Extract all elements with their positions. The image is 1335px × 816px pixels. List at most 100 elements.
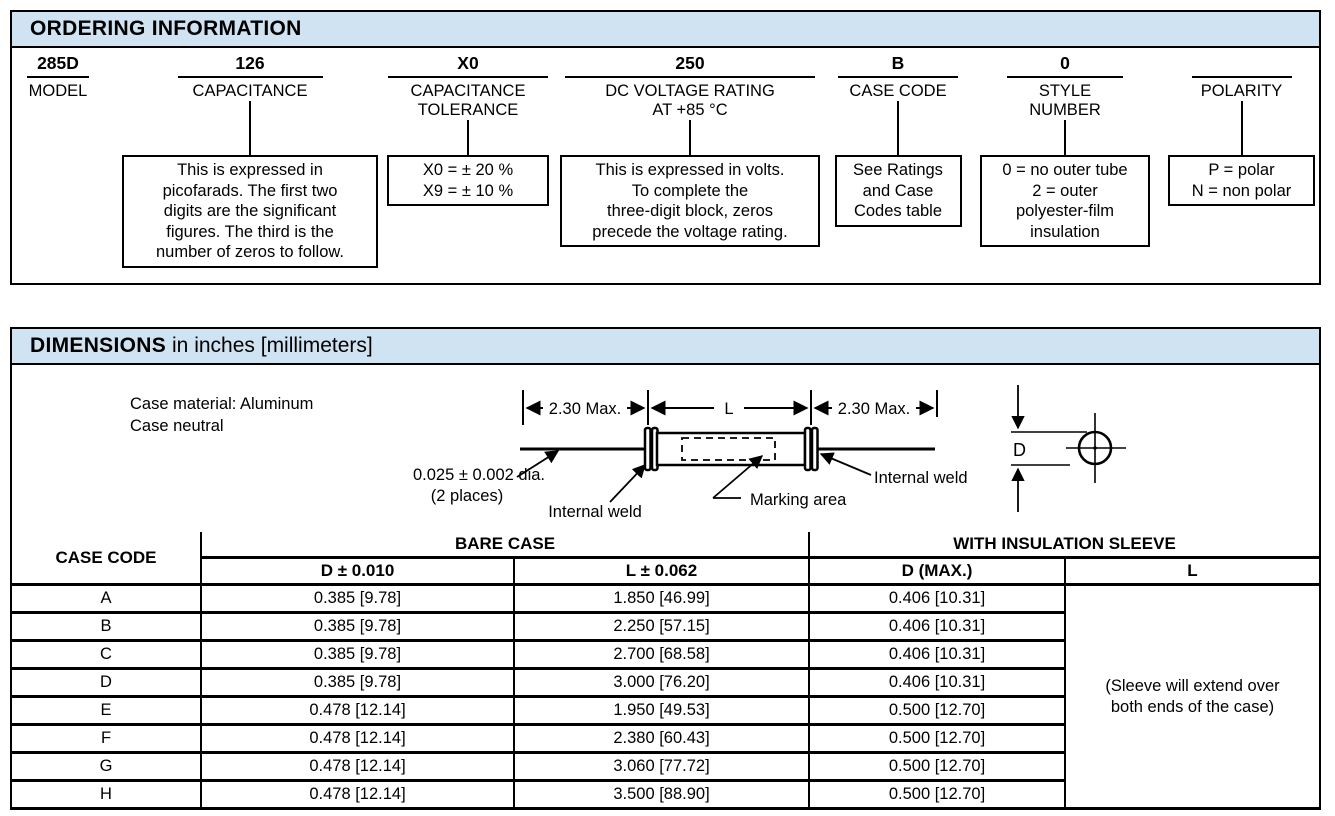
- underline: [388, 76, 548, 78]
- lead-diameter-label2: (2 places): [431, 487, 503, 505]
- cell-d-max: 0.406 [10.31]: [808, 583, 1066, 614]
- header-with-insulation-sleeve: WITH INSULATION SLEEVE: [808, 532, 1319, 559]
- tolerance-label: CAPACITANCE TOLERANCE: [410, 82, 526, 119]
- cell-d: 0.385 [9.78]: [200, 611, 515, 642]
- cell-l: 3.500 [88.90]: [513, 779, 810, 810]
- cell-d: 0.478 [12.14]: [200, 751, 515, 782]
- connector-line: [689, 120, 691, 155]
- cell-l: 1.850 [46.99]: [513, 583, 810, 614]
- sleeve-note: (Sleeve will extend over both ends of th…: [1064, 583, 1319, 810]
- capacitor-drawing: Case material: Aluminum Case neutral 2.3…: [130, 385, 1126, 521]
- cell-l: 3.060 [77.72]: [513, 751, 810, 782]
- voltage-note: This is expressed in volts. To complete …: [560, 155, 820, 247]
- model-label: MODEL: [28, 82, 88, 100]
- cell-l: 3.000 [76.20]: [513, 667, 810, 698]
- header-d-tol: D ± 0.010: [200, 556, 515, 586]
- connector-line: [1240, 101, 1243, 155]
- ordering-col-model: 285D MODEL: [12, 53, 104, 101]
- case-neutral-note: Case neutral: [130, 417, 224, 435]
- cell-case-code: A: [12, 583, 202, 614]
- case-dimensions-table: CASE CODE BARE CASE WITH INSULATION SLEE…: [12, 532, 1319, 810]
- ordering-col-tolerance: X0 CAPACITANCE TOLERANCE X0 = ± 20 % X9 …: [383, 53, 553, 206]
- dim-label-l: L: [724, 400, 733, 418]
- underline: [177, 76, 323, 78]
- ordering-col-polarity: POLARITY P = polar N = non polar: [1166, 53, 1317, 206]
- voltage-label: DC VOLTAGE RATING AT +85 °C: [605, 82, 775, 119]
- ordering-information-section: ORDERING INFORMATION 285D MODEL 126 CAPA…: [10, 10, 1321, 285]
- cell-d: 0.385 [9.78]: [200, 583, 515, 614]
- underline: [1191, 76, 1292, 78]
- cell-l: 2.380 [60.43]: [513, 723, 810, 754]
- ordering-col-capacitance: 126 CAPACITANCE This is expressed in pic…: [120, 53, 380, 268]
- dimension-ticks: [522, 390, 938, 425]
- table-row: F 0.478 [12.14] 2.380 [60.43] 0.500 [12.…: [12, 723, 1319, 754]
- polarity-label: POLARITY: [1200, 82, 1283, 100]
- capacitance-label: CAPACITANCE: [192, 82, 308, 100]
- header-bare-case: BARE CASE: [200, 532, 810, 559]
- cell-case-code: E: [12, 695, 202, 726]
- end-view: [1011, 385, 1126, 512]
- cell-d-max: 0.500 [12.70]: [808, 695, 1066, 726]
- underline: [838, 76, 958, 78]
- case-code-code: B: [891, 53, 905, 73]
- dim-label-left: 2.30 Max.: [549, 400, 621, 418]
- cell-d-max: 0.500 [12.70]: [808, 779, 1066, 810]
- cell-l: 1.950 [49.53]: [513, 695, 810, 726]
- dimensions-section: DIMENSIONS in inches [millimeters] Case …: [10, 327, 1321, 810]
- connector-line: [897, 101, 899, 155]
- dim-label-right: 2.30 Max.: [838, 400, 910, 418]
- cell-d: 0.478 [12.14]: [200, 695, 515, 726]
- ordering-section-header: ORDERING INFORMATION: [12, 12, 1319, 48]
- internal-weld-left-label: Internal weld: [548, 503, 642, 521]
- capacitance-code: 126: [235, 53, 265, 73]
- lead-diameter-label: 0.025 ± 0.002 dia.: [413, 466, 545, 484]
- underline: [27, 76, 89, 78]
- cell-case-code: B: [12, 611, 202, 642]
- cell-l: 2.250 [57.15]: [513, 611, 810, 642]
- d-dimension-label: D: [1013, 440, 1026, 460]
- cell-case-code: F: [12, 723, 202, 754]
- case-code-note: See Ratings and Case Codes table: [834, 155, 962, 227]
- ordering-col-voltage: 250 DC VOLTAGE RATING AT +85 °C This is …: [558, 53, 822, 247]
- capacitor-diagram: Case material: Aluminum Case neutral 2.3…: [12, 365, 1319, 532]
- leader-marking-area: [712, 455, 764, 499]
- header-l: L: [1064, 556, 1319, 586]
- tolerance-note: X0 = ± 20 % X9 = ± 10 %: [387, 155, 549, 206]
- cell-case-code: C: [12, 639, 202, 670]
- case-material-note: Case material: Aluminum: [130, 395, 313, 413]
- leader-internal-weld-left: [609, 464, 646, 503]
- cell-d-max: 0.500 [12.70]: [808, 751, 1066, 782]
- cell-case-code: G: [12, 751, 202, 782]
- header-l-tol: L ± 0.062: [513, 556, 810, 586]
- marking-area-box: [681, 437, 776, 461]
- case-code-label: CASE CODE: [849, 82, 947, 100]
- leader-internal-weld-right: [819, 452, 872, 476]
- cell-case-code: H: [12, 779, 202, 810]
- connector-line: [249, 101, 251, 155]
- table-row: G 0.478 [12.14] 3.060 [77.72] 0.500 [12.…: [12, 751, 1319, 782]
- connector-line: [467, 120, 469, 155]
- dimensions-title: DIMENSIONS: [30, 334, 167, 357]
- cell-d: 0.385 [9.78]: [200, 639, 515, 670]
- leader-lead-diameter: [516, 450, 560, 478]
- dimensions-section-header: DIMENSIONS in inches [millimeters]: [12, 329, 1319, 365]
- cell-d: 0.478 [12.14]: [200, 723, 515, 754]
- table-row: C 0.385 [9.78] 2.700 [68.58] 0.406 [10.3…: [12, 639, 1319, 670]
- cell-case-code: D: [12, 667, 202, 698]
- cell-l: 2.700 [68.58]: [513, 639, 810, 670]
- voltage-code: 250: [675, 53, 705, 73]
- ordering-title: ORDERING INFORMATION: [30, 17, 302, 40]
- style-note: 0 = no outer tube 2 = outer polyester-fi…: [980, 155, 1150, 247]
- capacitance-note: This is expressed in picofarads. The fir…: [122, 155, 378, 268]
- table-row: E 0.478 [12.14] 1.950 [49.53] 0.500 [12.…: [12, 695, 1319, 726]
- polarity-note: P = polar N = non polar: [1168, 155, 1315, 206]
- ordering-col-style: 0 STYLE NUMBER 0 = no outer tube 2 = out…: [978, 53, 1152, 247]
- style-code: 0: [1060, 53, 1070, 73]
- model-code: 285D: [37, 53, 79, 73]
- marking-area-label: Marking area: [750, 491, 847, 509]
- ordering-col-case-code: B CASE CODE See Ratings and Case Codes t…: [832, 53, 964, 227]
- table-row: D 0.385 [9.78] 3.000 [76.20] 0.406 [10.3…: [12, 667, 1319, 698]
- table-row: B 0.385 [9.78] 2.250 [57.15] 0.406 [10.3…: [12, 611, 1319, 642]
- dimensions-title-suffix: in inches [millimeters]: [172, 334, 373, 357]
- cell-d-max: 0.406 [10.31]: [808, 611, 1066, 642]
